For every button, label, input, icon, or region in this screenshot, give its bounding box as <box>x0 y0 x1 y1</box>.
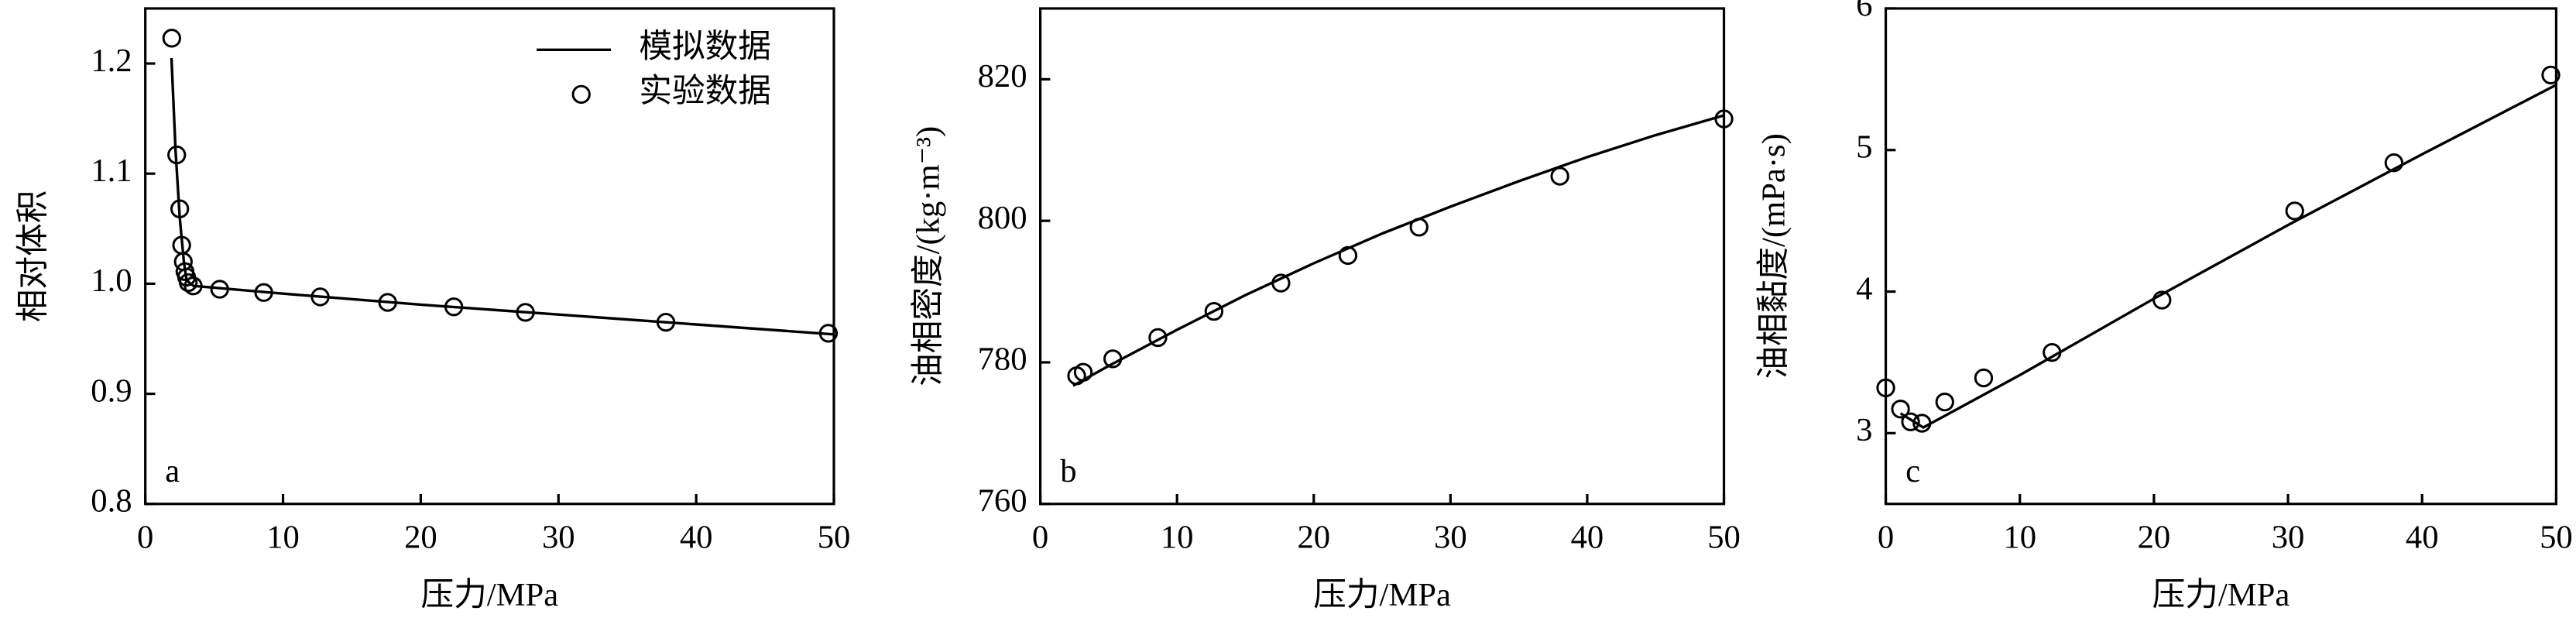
plot-frame <box>1038 7 1726 506</box>
y-tick-label: 1.0 <box>91 263 132 299</box>
plot-frame <box>144 7 835 506</box>
y-tick-label: 0.9 <box>91 372 132 409</box>
panel-label: b <box>1060 453 1076 489</box>
data-point <box>2152 290 2172 310</box>
y-tick-label: 800 <box>978 200 1027 236</box>
x-axis-label: 压力/MPa <box>420 577 558 613</box>
data-point <box>310 287 330 307</box>
x-tick-label: 10 <box>266 519 300 555</box>
y-axis-label: 油相黏度/(mPa·s) <box>1756 133 1792 379</box>
panel-label: a <box>165 453 180 489</box>
y-tick-label: 5 <box>1856 129 1872 166</box>
x-tick-label: 20 <box>404 519 437 555</box>
data-point <box>2541 65 2561 85</box>
data-point <box>656 313 676 332</box>
x-axis-label: 压力/MPa <box>2152 577 2290 613</box>
data-point <box>1073 362 1093 382</box>
data-point <box>1876 378 1895 398</box>
x-tick-label: 40 <box>2406 519 2439 555</box>
data-point <box>378 293 397 312</box>
data-point <box>1891 400 1910 419</box>
x-tick-label: 10 <box>2003 519 2036 555</box>
data-point <box>1338 245 1358 266</box>
x-tick-label: 0 <box>137 519 153 555</box>
y-tick-label: 760 <box>978 483 1027 520</box>
data-point <box>1204 301 1224 321</box>
y-tick-label: 1.1 <box>91 153 132 189</box>
data-point <box>1714 109 1734 129</box>
x-axis-label: 压力/MPa <box>1313 577 1451 613</box>
y-tick-label: 6 <box>1856 0 1872 24</box>
data-point <box>2384 153 2404 173</box>
x-tick-label: 10 <box>1161 519 1194 555</box>
y-tick-label: 4 <box>1856 270 1872 307</box>
data-point <box>2285 201 2304 221</box>
legend-label: 模拟数据 <box>639 29 771 65</box>
legend-marker <box>571 84 591 105</box>
data-point <box>818 324 839 343</box>
data-point <box>516 303 535 322</box>
panel-label: c <box>1905 453 1920 489</box>
data-point <box>1148 328 1168 348</box>
data-point <box>170 199 190 218</box>
y-tick-label: 0.8 <box>91 483 132 520</box>
x-tick-label: 50 <box>1707 519 1741 555</box>
data-point <box>1974 368 1994 388</box>
x-tick-label: 30 <box>1434 519 1467 555</box>
x-tick-label: 20 <box>2138 519 2171 555</box>
data-point <box>210 280 229 299</box>
y-tick-label: 1.2 <box>91 43 132 79</box>
data-point <box>1550 166 1569 186</box>
line-series <box>170 57 835 336</box>
line-series <box>1899 84 2557 430</box>
y-tick-label: 820 <box>978 58 1027 94</box>
plot-frame <box>1884 7 2558 506</box>
y-axis-label: 相对体积 <box>15 190 52 323</box>
data-point <box>254 283 273 302</box>
y-tick-label: 780 <box>978 341 1027 378</box>
data-point <box>1912 414 1932 433</box>
data-point <box>1409 218 1429 237</box>
x-tick-label: 0 <box>1878 519 1894 555</box>
data-point <box>1271 273 1291 293</box>
x-tick-label: 40 <box>680 519 713 555</box>
data-point <box>444 297 464 317</box>
x-tick-label: 20 <box>1297 519 1330 555</box>
data-point <box>1901 412 1920 431</box>
line-series <box>1072 114 1725 387</box>
data-point <box>1103 349 1123 369</box>
data-point <box>1935 392 1954 412</box>
x-tick-label: 40 <box>1571 519 1604 555</box>
x-tick-label: 30 <box>2272 519 2305 555</box>
legend-label: 实验数据 <box>639 73 771 110</box>
x-tick-label: 50 <box>818 519 851 555</box>
x-tick-label: 50 <box>2540 519 2573 555</box>
data-point <box>179 273 198 293</box>
data-point <box>167 145 187 165</box>
data-point <box>184 276 203 296</box>
x-tick-label: 30 <box>542 519 575 555</box>
y-axis-label: 油相密度/(kg·m⁻³) <box>910 126 947 386</box>
data-point <box>162 29 181 48</box>
x-tick-label: 0 <box>1032 519 1048 555</box>
y-tick-label: 3 <box>1856 412 1872 448</box>
data-point <box>2043 343 2062 362</box>
